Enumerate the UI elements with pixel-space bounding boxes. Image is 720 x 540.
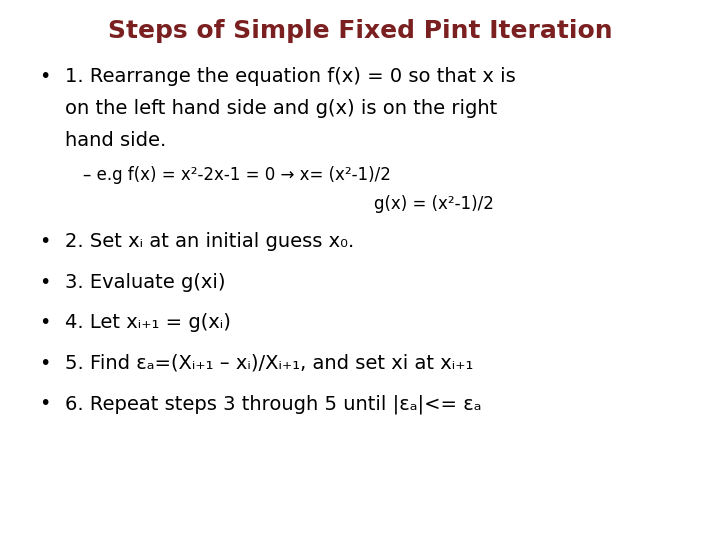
- Text: 4. Let xᵢ₊₁ = g(xᵢ): 4. Let xᵢ₊₁ = g(xᵢ): [65, 313, 230, 332]
- Text: – e.g f(x) = x²-2x-1 = 0 → x= (x²-1)/2: – e.g f(x) = x²-2x-1 = 0 → x= (x²-1)/2: [83, 165, 391, 184]
- Text: 6. Repeat steps 3 through 5 until |εₐ|<= εₐ: 6. Repeat steps 3 through 5 until |εₐ|<=…: [65, 394, 481, 414]
- Text: •: •: [40, 313, 51, 332]
- Text: 3. Evaluate g(xi): 3. Evaluate g(xi): [65, 273, 225, 292]
- Text: g(x) = (x²-1)/2: g(x) = (x²-1)/2: [374, 195, 494, 213]
- Text: •: •: [40, 354, 51, 373]
- Text: •: •: [40, 273, 51, 292]
- Text: 1. Rearrange the equation f(x) = 0 so that x is: 1. Rearrange the equation f(x) = 0 so th…: [65, 68, 516, 86]
- Text: 2. Set xᵢ at an initial guess x₀.: 2. Set xᵢ at an initial guess x₀.: [65, 232, 354, 251]
- Text: on the left hand side and g(x) is on the right: on the left hand side and g(x) is on the…: [65, 99, 497, 118]
- Text: •: •: [40, 394, 51, 413]
- Text: 5. Find εₐ=(Xᵢ₊₁ – xᵢ)/Xᵢ₊₁, and set xi at xᵢ₊₁: 5. Find εₐ=(Xᵢ₊₁ – xᵢ)/Xᵢ₊₁, and set xi …: [65, 354, 473, 373]
- Text: hand side.: hand side.: [65, 131, 166, 150]
- Text: Steps of Simple Fixed Pint Iteration: Steps of Simple Fixed Pint Iteration: [108, 19, 612, 43]
- Text: •: •: [40, 68, 51, 86]
- Text: •: •: [40, 232, 51, 251]
